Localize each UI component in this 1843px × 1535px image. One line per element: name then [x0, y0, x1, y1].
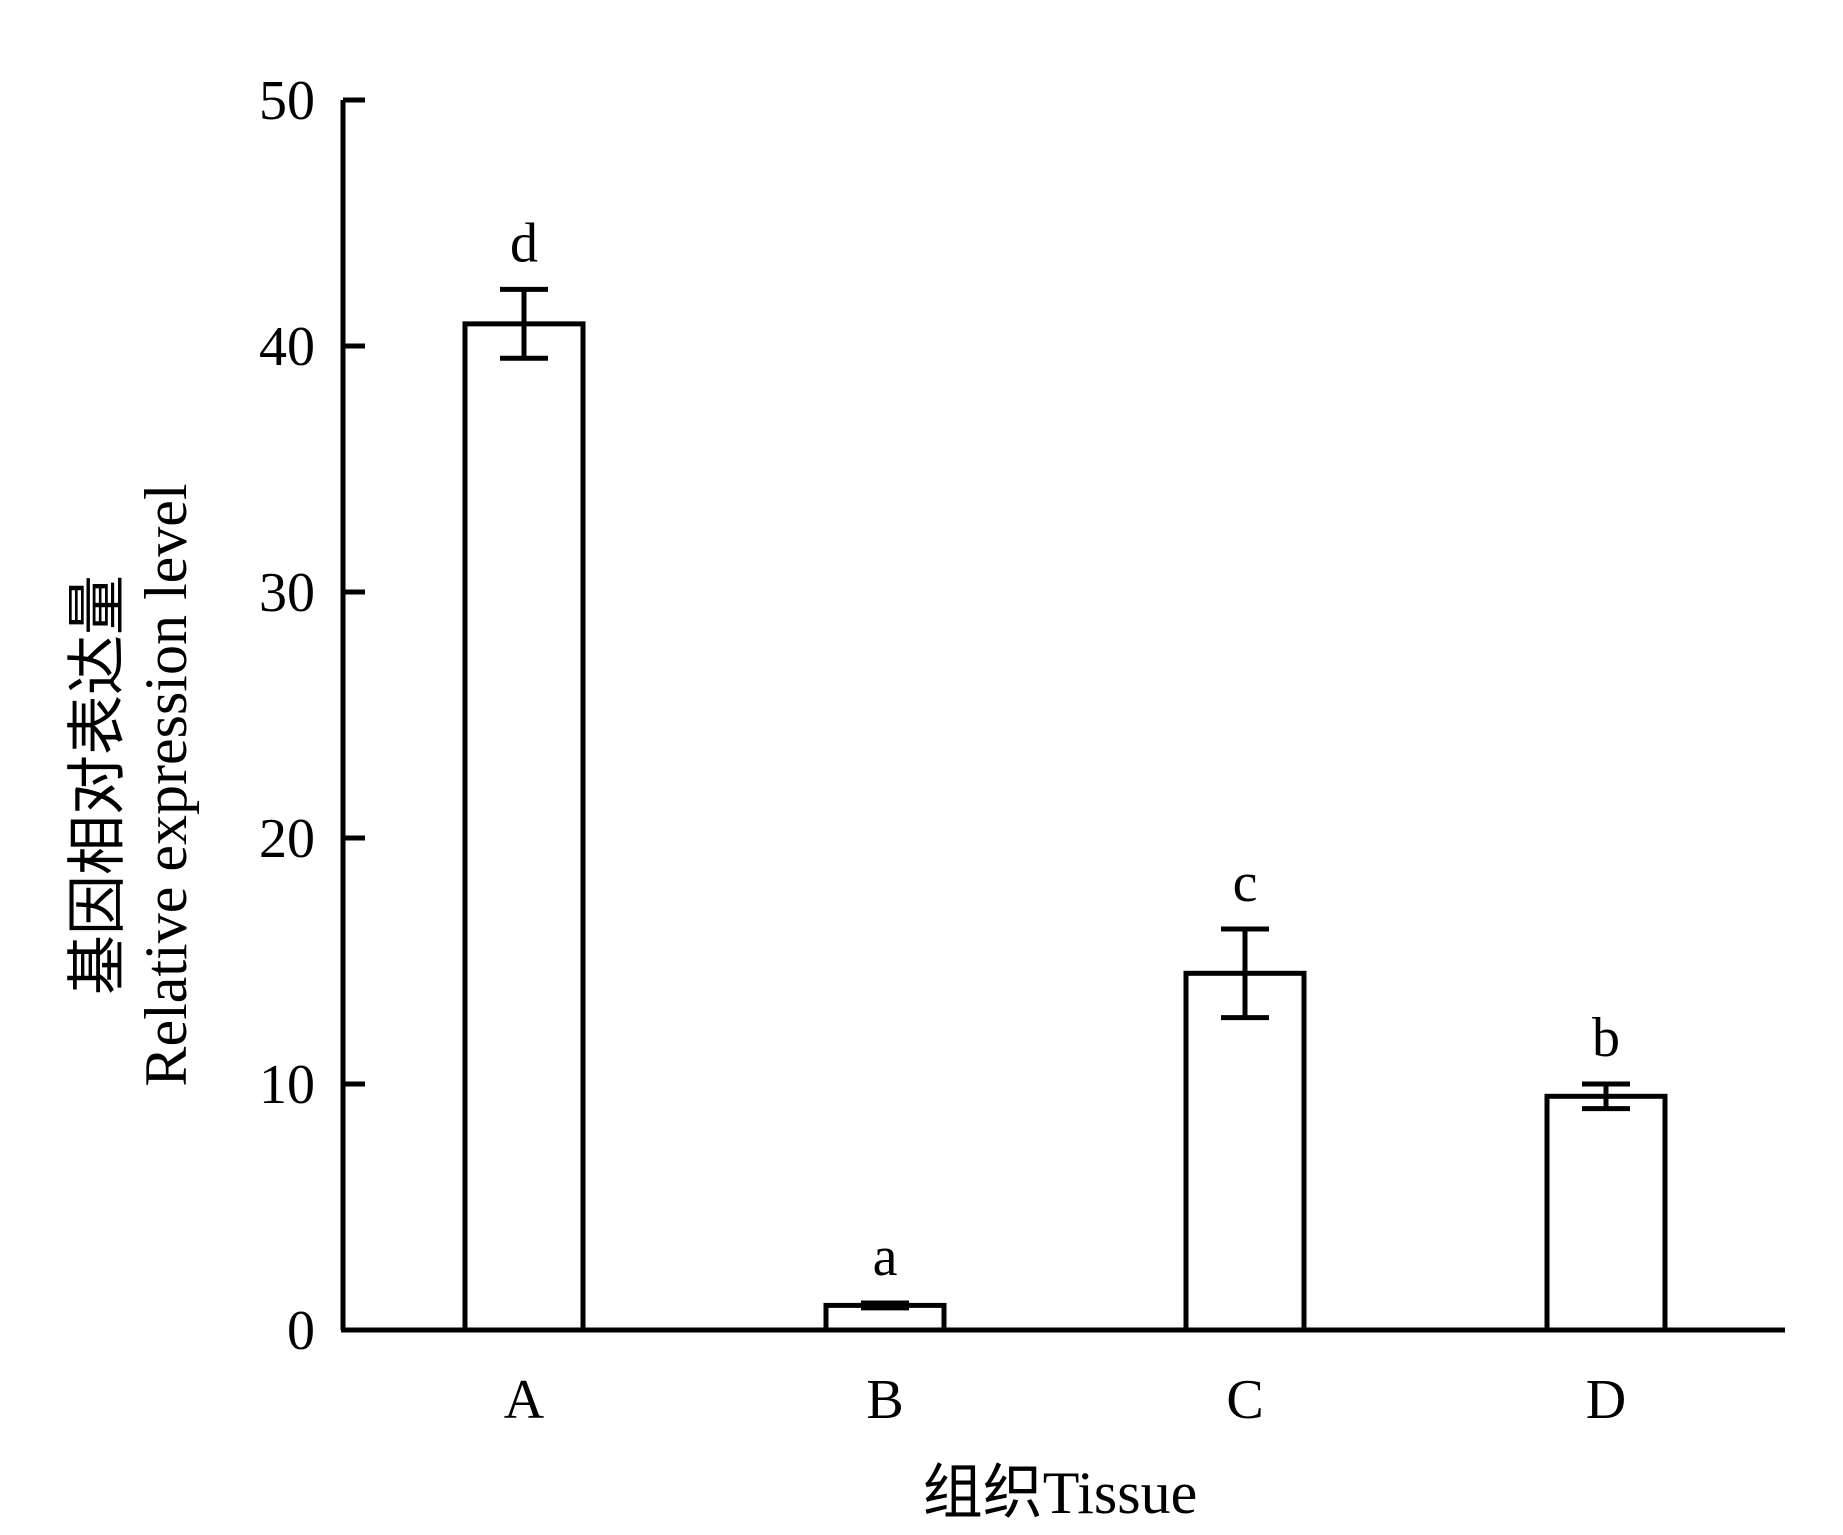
- bars: [462, 321, 1668, 1333]
- significance-label: d: [510, 212, 538, 274]
- y-tick-label: 0: [287, 1300, 315, 1362]
- x-category-label: A: [504, 1369, 545, 1431]
- bar-d: [1544, 1093, 1668, 1333]
- y-tick-label: 10: [259, 1054, 315, 1116]
- x-category-label: C: [1226, 1369, 1263, 1431]
- bar-a: [462, 321, 586, 1333]
- y-axis-title-chinese: 基因相对表达量: [65, 575, 131, 995]
- x-categories: A B C D: [504, 1369, 1626, 1431]
- significance-label: c: [1233, 852, 1258, 914]
- x-axis-title: 组织Tissue: [923, 1460, 1198, 1526]
- significance-labels: d a c b: [510, 212, 1620, 1288]
- significance-label: b: [1592, 1007, 1620, 1069]
- x-category-label: D: [1586, 1369, 1626, 1431]
- error-bar-b: [861, 1300, 909, 1311]
- y-axis-title: 基因相对表达量 Relative expression level: [65, 483, 199, 1086]
- error-bar-a: [500, 286, 548, 361]
- error-bar-d: [1582, 1081, 1630, 1112]
- bar-c: [1183, 970, 1307, 1333]
- significance-label: a: [873, 1226, 898, 1288]
- error-bars: [500, 286, 1630, 1311]
- error-bar-c: [1221, 926, 1269, 1021]
- y-tick-label: 20: [259, 808, 315, 870]
- y-tick-label: 50: [259, 70, 315, 132]
- y-tick-label: 30: [259, 562, 315, 624]
- x-category-label: B: [866, 1369, 903, 1431]
- y-tick-label: 40: [259, 316, 315, 378]
- y-axis-title-english: Relative expression level: [133, 483, 199, 1086]
- y-ticks: 0 10 20 30 40 50: [259, 70, 365, 1362]
